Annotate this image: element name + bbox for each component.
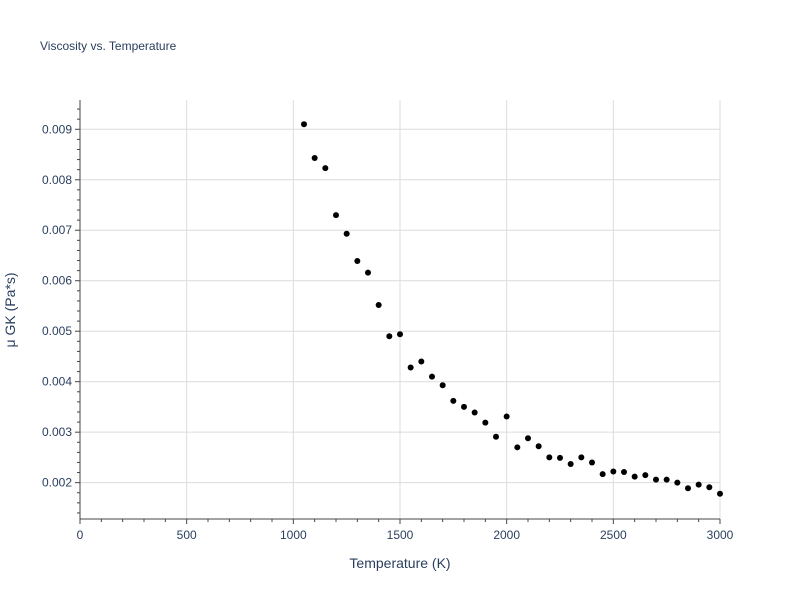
gridlines — [80, 100, 721, 519]
data-point[interactable] — [482, 419, 489, 426]
data-point[interactable] — [386, 333, 393, 340]
data-point[interactable] — [674, 479, 681, 486]
data-point[interactable] — [471, 409, 478, 416]
data-point[interactable] — [503, 413, 510, 420]
data-point[interactable] — [450, 397, 457, 404]
data-point[interactable] — [642, 472, 649, 479]
data-point[interactable] — [706, 484, 713, 491]
data-point[interactable] — [535, 443, 542, 450]
data-point[interactable] — [322, 165, 329, 172]
data-point[interactable] — [333, 212, 339, 219]
data-point[interactable] — [610, 468, 617, 475]
data-point[interactable] — [589, 459, 595, 466]
y-tick-label: 0.006 — [42, 274, 72, 288]
data-point[interactable] — [631, 473, 638, 480]
data-point[interactable] — [717, 490, 723, 497]
x-axis-tick-labels: 0 500 1000 1500 2000 2500 3000 — [77, 528, 734, 542]
data-point[interactable] — [578, 454, 585, 461]
y-tick-label: 0.004 — [42, 375, 72, 389]
data-point[interactable] — [546, 454, 553, 461]
y-axis-tick-labels: 0.002 0.003 0.004 0.005 0.006 0.007 0.008 0.009 — [42, 122, 72, 489]
data-point[interactable] — [514, 444, 521, 451]
data-point[interactable] — [418, 358, 425, 365]
x-axis-title: Temperature (K) — [349, 555, 450, 571]
data-point[interactable] — [653, 476, 659, 483]
y-axis-title: μ GK (Pa*s) — [2, 273, 18, 348]
x-tick-label: 2000 — [493, 528, 520, 542]
data-point[interactable] — [557, 454, 563, 461]
chart-title: Viscosity vs. Temperature — [40, 39, 177, 53]
data-point[interactable] — [663, 476, 670, 483]
y-tick-label: 0.005 — [42, 324, 72, 338]
data-point[interactable] — [311, 155, 318, 162]
x-tick-label: 2500 — [600, 528, 627, 542]
data-point[interactable] — [375, 301, 382, 308]
data-point[interactable] — [343, 230, 350, 237]
y-tick-label: 0.002 — [42, 476, 72, 490]
data-point[interactable] — [567, 460, 574, 467]
y-tick-label: 0.003 — [42, 425, 72, 439]
data-point[interactable] — [301, 121, 307, 128]
data-point[interactable] — [525, 435, 531, 442]
data-point[interactable] — [407, 364, 414, 371]
data-points — [301, 121, 723, 497]
data-point[interactable] — [365, 269, 371, 276]
data-point[interactable] — [599, 471, 606, 478]
y-tick-label: 0.007 — [42, 223, 72, 237]
x-tick-label: 1500 — [387, 528, 414, 542]
y-tick-label: 0.009 — [42, 122, 72, 136]
data-point[interactable] — [695, 481, 702, 488]
data-point[interactable] — [439, 382, 446, 389]
data-point[interactable] — [493, 433, 499, 440]
data-point[interactable] — [397, 331, 403, 338]
axes — [75, 100, 721, 524]
data-point[interactable] — [354, 258, 361, 265]
x-tick-label: 1000 — [280, 528, 307, 542]
y-tick-label: 0.008 — [42, 173, 72, 187]
x-tick-label: 500 — [177, 528, 197, 542]
x-tick-label: 0 — [77, 528, 84, 542]
data-point[interactable] — [685, 485, 691, 492]
data-point[interactable] — [429, 373, 435, 380]
data-point[interactable] — [621, 469, 627, 476]
data-point[interactable] — [461, 403, 467, 410]
x-tick-label: 3000 — [707, 528, 734, 542]
